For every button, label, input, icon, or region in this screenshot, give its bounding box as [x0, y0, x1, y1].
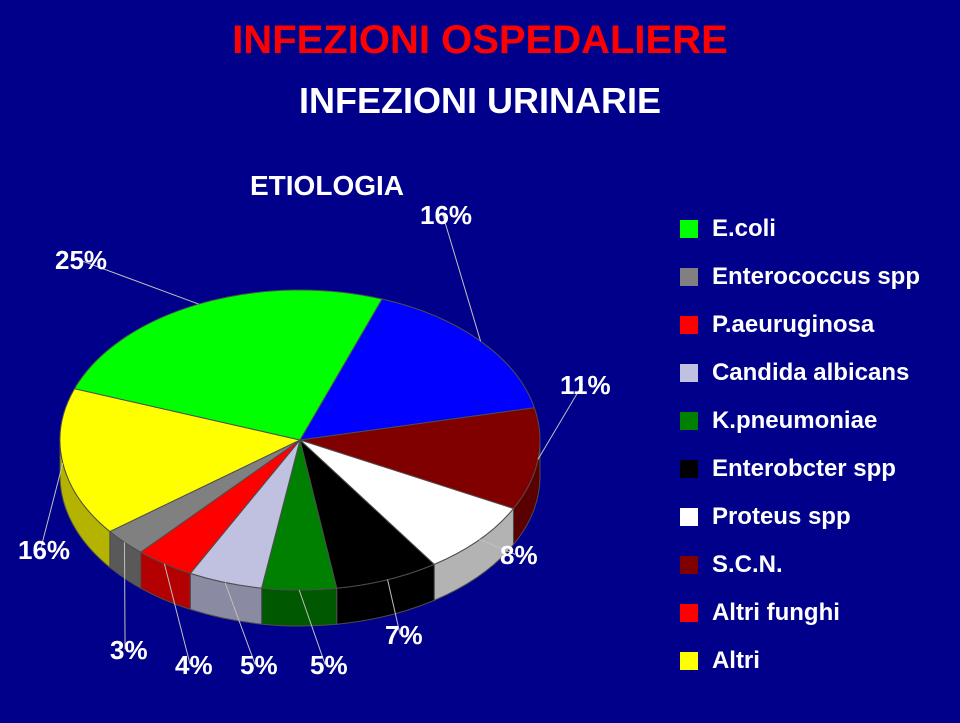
pie-slice-label: 16% [18, 535, 70, 566]
pie-slice-label: 16% [420, 200, 472, 231]
pie-slice-label: 5% [310, 650, 348, 681]
legend-label: Altri [712, 647, 760, 675]
legend-item: Proteus spp [680, 503, 920, 531]
legend-item: S.C.N. [680, 551, 920, 579]
legend: E.coli Enterococcus spp P.aeuruginosa Candi… [680, 215, 920, 695]
legend-swatch [680, 268, 698, 286]
legend-item: Candida albicans [680, 359, 920, 387]
pie-slice-label: 4% [175, 650, 213, 681]
legend-swatch [680, 412, 698, 430]
legend-swatch [680, 604, 698, 622]
slide: INFEZIONI OSPEDALIERE INFEZIONI URINARIE… [0, 0, 960, 723]
leader-line [124, 542, 125, 649]
pie-slice-label: 11% [560, 370, 611, 401]
legend-label: S.C.N. [712, 551, 783, 579]
legend-label: Altri funghi [712, 599, 840, 627]
legend-label: E.coli [712, 215, 776, 243]
legend-item: K.pneumoniae [680, 407, 920, 435]
legend-item: Altri [680, 647, 920, 675]
pie-slice-label: 3% [110, 635, 148, 666]
legend-item: E.coli [680, 215, 920, 243]
pie-slice-label: 8% [500, 540, 538, 571]
legend-item: P.aeuruginosa [680, 311, 920, 339]
legend-label: Proteus spp [712, 503, 851, 531]
legend-swatch [680, 316, 698, 334]
legend-label: K.pneumoniae [712, 407, 877, 435]
legend-label: Candida albicans [712, 359, 909, 387]
legend-item: Enterobcter spp [680, 455, 920, 483]
legend-swatch [680, 364, 698, 382]
legend-label: Enterobcter spp [712, 455, 896, 483]
legend-swatch [680, 460, 698, 478]
legend-swatch [680, 652, 698, 670]
legend-label: P.aeuruginosa [712, 311, 874, 339]
pie-slice-label: 25% [55, 245, 107, 276]
pie-slice-side [262, 588, 337, 626]
legend-item: Enterococcus spp [680, 263, 920, 291]
legend-swatch [680, 220, 698, 238]
pie-slice-label: 7% [385, 620, 423, 651]
pie-slice-label: 5% [240, 650, 278, 681]
legend-item: Altri funghi [680, 599, 920, 627]
legend-swatch [680, 508, 698, 526]
legend-label: Enterococcus spp [712, 263, 920, 291]
legend-swatch [680, 556, 698, 574]
